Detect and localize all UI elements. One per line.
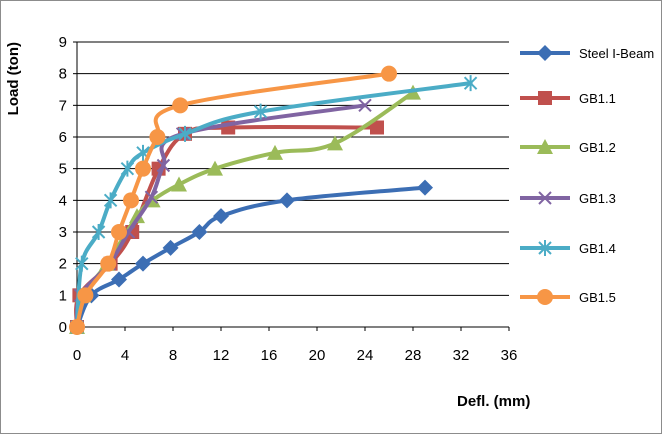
data-point-gb1-5 [149,129,166,145]
legend-item-gb1-2: GB1.2 [520,139,616,155]
legend-marker [537,45,553,61]
x-tick-label: 36 [501,347,518,364]
y-tick-label: 2 [59,256,67,273]
data-point-gb1-5 [381,65,397,82]
x-axis-title: Defl. (mm) [457,393,530,410]
data-point-steel-i-beam [213,208,229,225]
legend-label: GB1.5 [579,290,616,305]
legend-marker [537,139,553,154]
y-tick-label: 0 [59,319,67,336]
x-tick-label: 0 [73,347,81,364]
series-line-gb1-4 [75,81,473,329]
data-point-gb1-2 [129,208,145,224]
legend-marker [538,191,552,205]
y-tick-label: 6 [59,129,67,146]
x-tick-labels: 0 4 8 12 16 20 24 28 32 36 [73,327,518,364]
data-point-gb1-3 [156,158,171,173]
x-tick-label: 24 [357,347,374,364]
x-tick-label: 16 [261,347,278,364]
y-tick-label: 4 [59,192,67,209]
data-point-steel-i-beam [162,239,179,256]
x-tick-label: 32 [453,347,470,364]
legend-item-steel-i-beam: Steel I-Beam [520,45,654,61]
axes [76,42,509,328]
data-point-gb1-4 [103,192,118,209]
data-point-gb1-3 [144,190,159,204]
data-point-gb1-4 [75,255,89,272]
data-point-steel-i-beam [191,224,208,240]
legend: Steel I-Beam GB1.1 GB1.2 GB1.3 GB1.4 GB1.5 [520,45,654,305]
series-line-gb1-5 [75,71,391,329]
legend-marker [538,240,552,256]
data-point-steel-i-beam [111,271,127,288]
x-tick-label: 8 [169,347,177,364]
data-point-gb1-3 [358,98,372,113]
data-point-gb1-2 [267,144,283,160]
series-steel-i-beam [69,179,433,335]
data-point-gb1-5 [172,97,189,114]
x-tick-label: 28 [405,347,422,364]
x-tick-label: 4 [121,347,129,364]
legend-item-gb1-3: GB1.3 [520,191,616,206]
y-axis-title: Load (ton) [5,42,22,115]
legend-label: Steel I-Beam [579,46,654,61]
data-point-gb1-1 [370,120,384,135]
data-point-gb1-5 [100,255,117,272]
data-point-steel-i-beam [279,192,295,209]
series-gb1-5 [69,65,397,335]
y-tick-label: 3 [59,224,67,241]
data-point-gb1-4 [91,224,106,240]
legend-marker [538,91,552,105]
data-point-gb1-4 [120,160,135,177]
legend-item-gb1-5: GB1.5 [520,289,616,305]
data-point-gb1-5 [69,319,85,335]
legend-label: GB1.3 [579,191,616,206]
data-point-gb1-2 [327,135,343,151]
y-tick-label: 8 [59,66,67,83]
data-point-gb1-2 [171,176,187,192]
x-tick-label: 12 [213,347,230,364]
data-point-gb1-5 [123,192,139,209]
legend-label: GB1.1 [579,91,616,106]
series-group [69,65,478,335]
data-point-gb1-2 [207,160,223,176]
legend-marker [537,289,553,305]
y-tick-label: 1 [59,287,67,304]
data-point-gb1-4 [178,125,192,142]
data-point-gb1-4 [253,103,268,120]
data-point-gb1-5 [135,160,151,177]
legend-item-gb1-4: GB1.4 [520,240,616,256]
data-point-gb1-4 [463,75,478,92]
y-tick-label: 5 [59,161,67,178]
x-tick-label: 20 [309,347,326,364]
data-point-steel-i-beam [135,255,151,272]
data-point-steel-i-beam [417,179,433,196]
legend-item-gb1-1: GB1.1 [520,91,616,106]
legend-label: GB1.2 [579,140,616,155]
data-point-gb1-5 [111,224,127,240]
legend-label: GB1.4 [579,241,616,256]
y-tick-label: 7 [59,97,67,114]
y-tick-label: 9 [59,34,67,51]
data-point-gb1-5 [77,287,94,304]
